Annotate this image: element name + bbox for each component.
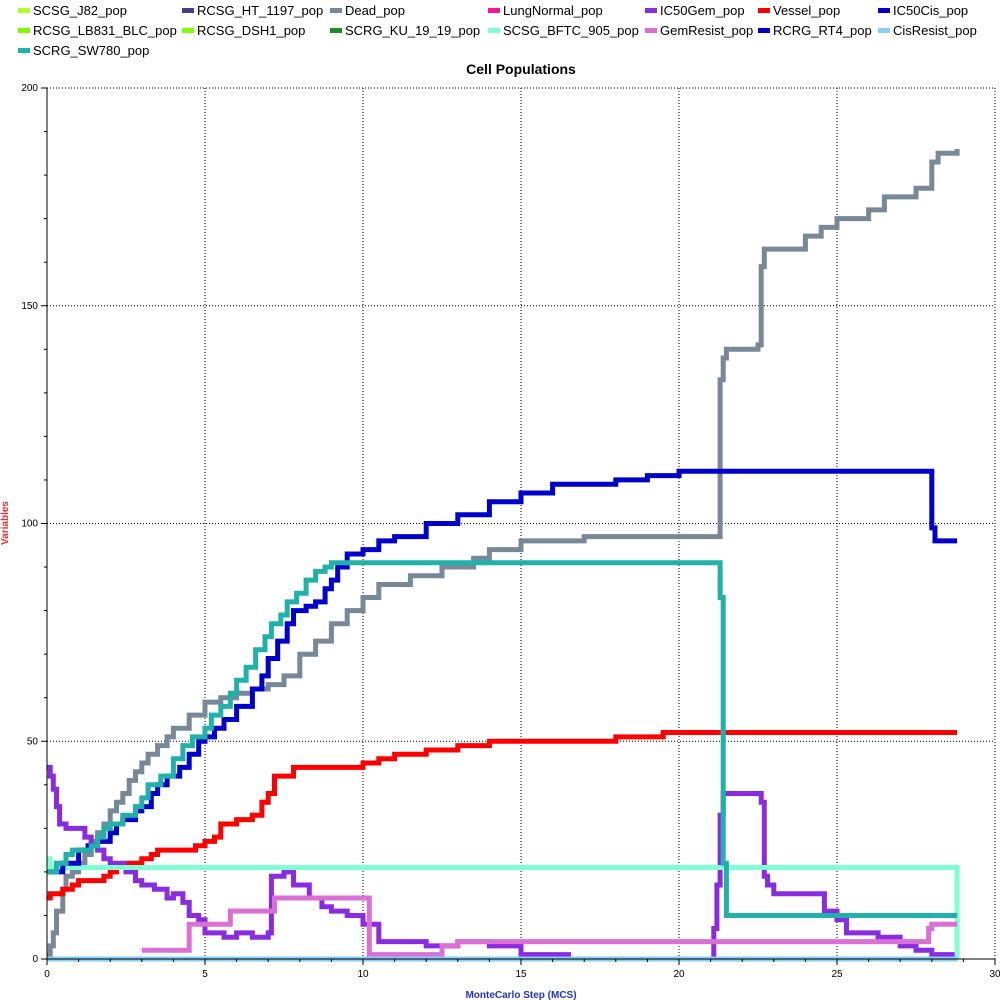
legend-swatch xyxy=(758,27,770,33)
legend-swatch xyxy=(18,7,30,13)
legend-item: RCSG_LB831_BLC_pop xyxy=(18,20,177,40)
legend-item: IC50Gem_pop xyxy=(645,0,745,20)
y-tick-label: 50 xyxy=(27,736,39,747)
x-tick-label: 0 xyxy=(44,969,50,980)
x-tick-label: 15 xyxy=(515,969,527,980)
legend-label: RCSG_DSH1_pop xyxy=(197,22,306,38)
legend-swatch xyxy=(18,47,30,53)
legend-swatch xyxy=(758,7,770,13)
legend-label: RCSG_HT_1197_pop xyxy=(197,2,324,18)
legend-swatch xyxy=(645,27,657,33)
series-line xyxy=(47,560,958,918)
legend-item: RCSG_DSH1_pop xyxy=(182,20,305,40)
legend-item: Vessel_pop xyxy=(758,0,840,20)
chart-title: Cell Populations xyxy=(466,61,576,77)
y-tick-label: 150 xyxy=(21,301,38,312)
legend-label: LungNormal_pop xyxy=(503,2,603,18)
legend-label: IC50Gem_pop xyxy=(660,2,745,18)
series-line xyxy=(47,856,960,959)
legend-swatch xyxy=(878,27,890,33)
legend-swatch xyxy=(182,7,194,13)
legend-label: SCRG_SW780_pop xyxy=(33,42,150,58)
series-line xyxy=(141,895,958,958)
series-line xyxy=(47,149,960,958)
legend: SCSG_J82_pop RCSG_HT_1197_pop Dead_pop Lung… xyxy=(0,0,1000,60)
legend-item: Dead_pop xyxy=(330,0,405,20)
y-tick-label: 0 xyxy=(32,954,38,965)
legend-label: RCSG_LB831_BLC_pop xyxy=(33,22,177,38)
y-axis-label: Variables xyxy=(0,501,11,545)
x-tick-label: 30 xyxy=(989,969,1000,980)
legend-item: LungNormal_pop xyxy=(488,0,603,20)
series-line xyxy=(47,764,958,962)
legend-swatch xyxy=(182,27,194,33)
legend-swatch xyxy=(18,27,30,33)
x-tick-label: 5 xyxy=(202,969,208,980)
legend-item: IC50Cis_pop xyxy=(878,0,968,20)
legend-swatch xyxy=(645,7,657,13)
legend-item: SCRG_KU_19_19_pop xyxy=(330,20,480,40)
x-tick-label: 25 xyxy=(831,969,843,980)
legend-item: RCRG_RT4_pop xyxy=(758,20,872,40)
y-tick-label: 200 xyxy=(21,83,38,94)
legend-item: RCSG_HT_1197_pop xyxy=(182,0,323,20)
legend-label: IC50Cis_pop xyxy=(893,2,969,18)
series-line xyxy=(47,730,958,901)
legend-item: SCSG_BFTC_905_pop xyxy=(488,20,639,40)
legend-swatch xyxy=(878,7,890,13)
legend-label: SCSG_BFTC_905_pop xyxy=(503,22,639,38)
legend-label: Vessel_pop xyxy=(773,2,841,18)
legend-label: GemResist_pop xyxy=(660,22,754,38)
legend-swatch xyxy=(330,7,342,13)
legend-item: SCSG_J82_pop xyxy=(18,0,127,20)
legend-item: CisResist_pop xyxy=(878,20,977,40)
legend-label: Dead_pop xyxy=(345,2,405,18)
x-tick-label: 10 xyxy=(357,969,369,980)
legend-item: GemResist_pop xyxy=(645,20,753,40)
legend-swatch xyxy=(488,7,500,13)
x-axis-label: MonteCarlo Step (MCS) xyxy=(465,990,576,1000)
legend-label: RCRG_RT4_pop xyxy=(773,22,872,38)
series-line xyxy=(47,468,958,875)
x-tick-label: 20 xyxy=(673,969,685,980)
legend-label: CisResist_pop xyxy=(893,22,977,38)
legend-swatch xyxy=(488,27,500,33)
y-tick-label: 100 xyxy=(21,519,38,530)
legend-label: SCRG_KU_19_19_pop xyxy=(345,22,481,38)
legend-swatch xyxy=(330,27,342,33)
legend-label: SCSG_J82_pop xyxy=(33,2,127,18)
legend-item: SCRG_SW780_pop xyxy=(18,40,149,60)
